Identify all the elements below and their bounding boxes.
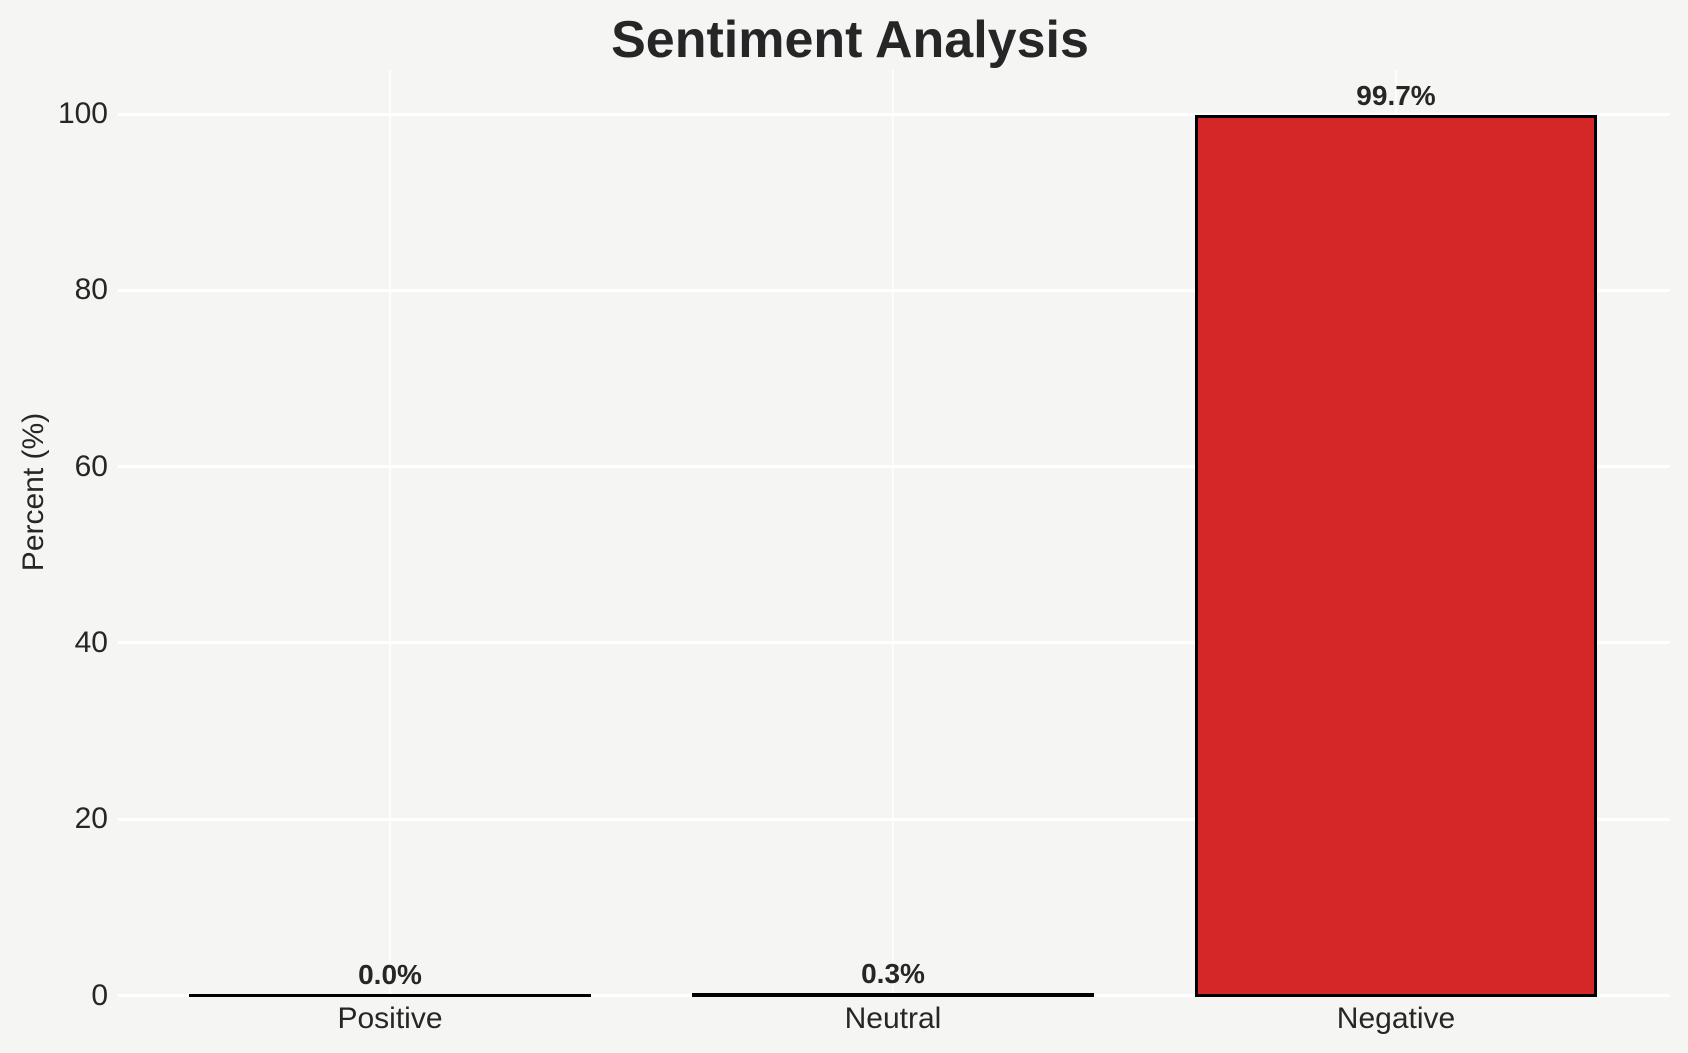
y-tick-label: 80 (74, 273, 108, 307)
x-category-label: Positive (337, 1002, 443, 1035)
y-tick-label: 0 (91, 978, 108, 1012)
chart-title: Sentiment Analysis (611, 11, 1089, 69)
bar-value-label: 0.3% (861, 957, 925, 989)
bar-positive (189, 994, 591, 997)
x-category-label: Neutral (844, 1002, 942, 1035)
bar-negative (1195, 115, 1597, 997)
horizontal-gridline (118, 817, 1670, 821)
horizontal-gridline (118, 641, 1670, 645)
vertical-gridline (389, 70, 391, 996)
y-tick-label: 100 (57, 97, 108, 130)
horizontal-gridline (118, 288, 1670, 292)
y-tick-label: 60 (74, 449, 108, 483)
vertical-gridline (892, 70, 894, 996)
bar-neutral (692, 992, 1094, 997)
y-tick-label: 20 (74, 802, 108, 836)
y-tick-label: 40 (74, 625, 108, 659)
y-axis-label: Percent (%) (17, 412, 50, 572)
bar-value-label: 99.7% (1356, 80, 1436, 112)
horizontal-gridline (118, 112, 1670, 116)
horizontal-gridline (118, 465, 1670, 469)
x-category-label: Negative (1336, 1002, 1456, 1035)
bar-value-label: 0.0% (358, 959, 422, 990)
